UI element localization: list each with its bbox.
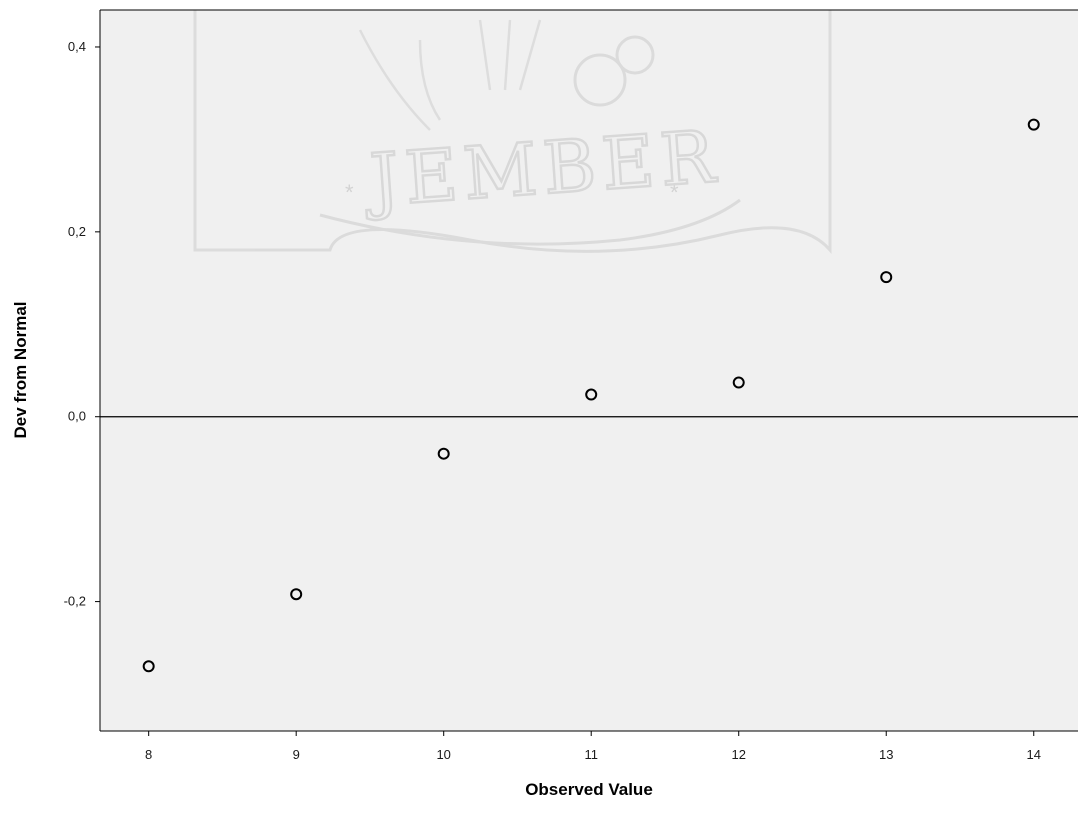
watermark-star: * [670, 180, 679, 205]
y-tick-label: -0,2 [64, 594, 86, 609]
x-tick-label: 9 [293, 747, 300, 762]
data-point [880, 271, 893, 284]
watermark-seal-flower [573, 53, 627, 107]
x-axis-title: Observed Value [525, 780, 653, 799]
y-axis-title: Dev from Normal [11, 302, 30, 439]
data-point [290, 588, 303, 601]
y-tick-label: 0,2 [68, 224, 86, 239]
watermark-seal-ribbon [319, 198, 741, 246]
watermark-seal-flower [615, 35, 655, 75]
data-points [142, 118, 1040, 673]
y-tick-label: 0,4 [68, 39, 86, 54]
data-point [732, 376, 745, 389]
data-point [585, 388, 598, 401]
x-axis-ticks: 8 9 10 11 12 13 14 [145, 731, 1041, 762]
y-tick-label: 0,0 [68, 409, 86, 424]
watermark-seal-outline [193, 10, 832, 255]
x-tick-label: 10 [436, 747, 450, 762]
data-point [1027, 118, 1040, 131]
y-axis-ticks: -0,2 0,0 0,2 0,4 [64, 39, 100, 609]
x-tick-label: 11 [584, 747, 598, 762]
x-tick-label: 8 [145, 747, 152, 762]
x-tick-label: 12 [731, 747, 745, 762]
watermark-star: * [345, 180, 354, 205]
data-point [437, 447, 450, 460]
watermark-seal-leaves [358, 19, 542, 131]
x-tick-label: 14 [1027, 747, 1041, 762]
x-tick-label: 13 [879, 747, 893, 762]
data-point [142, 660, 155, 673]
plot-area [100, 10, 1078, 731]
